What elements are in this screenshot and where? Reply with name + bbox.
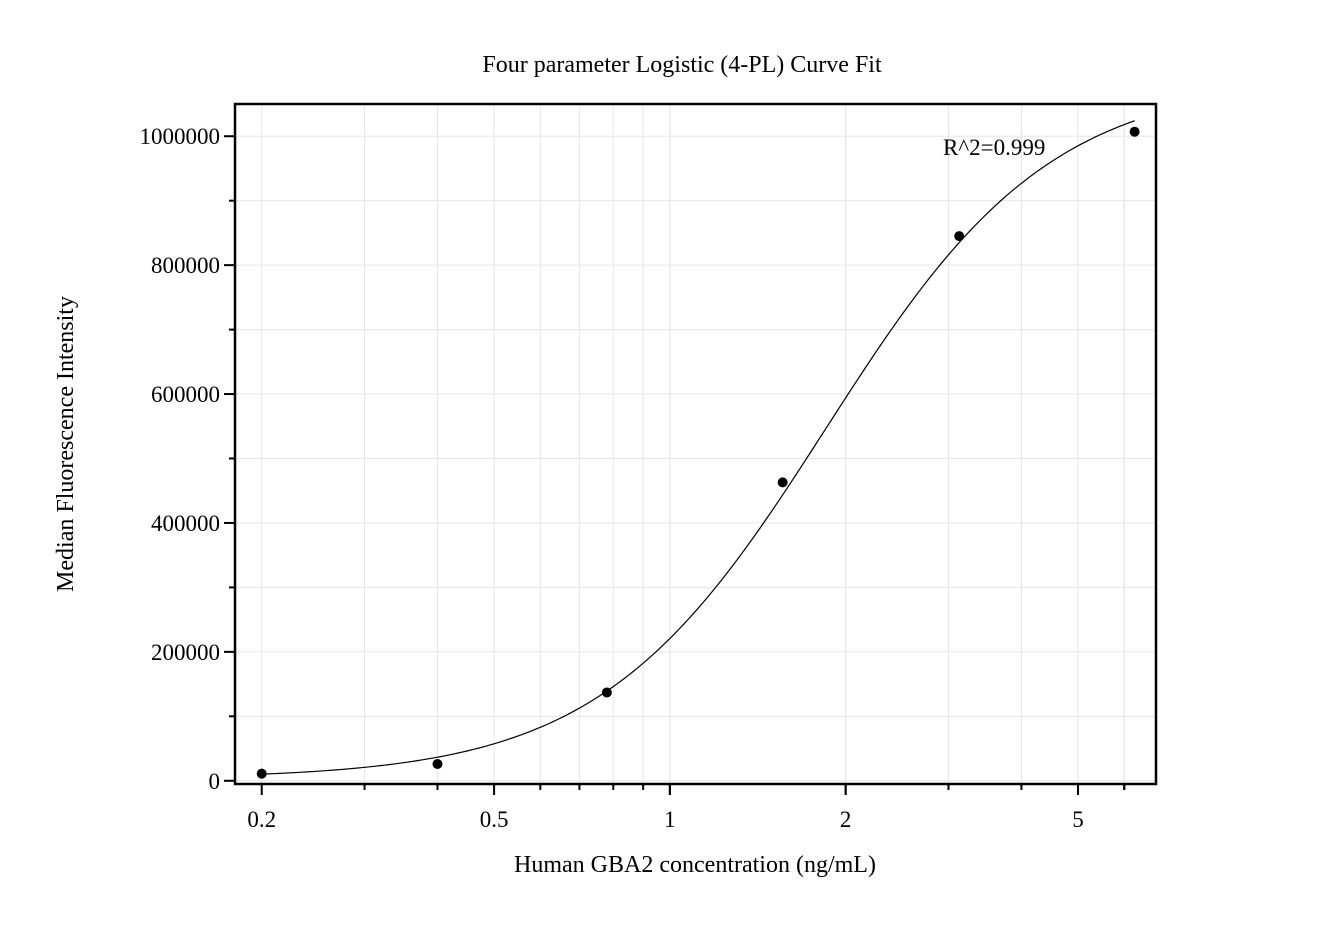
y-tick-label: 400000: [151, 511, 220, 536]
x-tick-label: 0.2: [247, 807, 276, 832]
data-point: [256, 768, 267, 779]
chart-title: Four parameter Logistic (4-PL) Curve Fit: [482, 52, 882, 78]
grid: [235, 104, 1156, 784]
x-axis-ticks: 0.2 0.5 1 2 5: [247, 784, 1126, 832]
y-tick-label: 1000000: [140, 124, 221, 149]
y-axis-ticks: 0 200000 400000 600000 800000 1000000: [140, 124, 235, 794]
data-point: [601, 687, 612, 698]
y-tick-label: 600000: [151, 382, 220, 407]
y-tick-label: 800000: [151, 253, 220, 278]
y-axis-label: Median Fluorescence Intensity: [53, 296, 79, 592]
y-tick-label: 200000: [151, 640, 220, 665]
r-squared-annotation: R^2=0.999: [943, 135, 1045, 160]
fit-curve-layer: [261, 120, 1135, 775]
data-points: [256, 126, 1140, 779]
data-point: [432, 759, 443, 770]
x-tick-label: 2: [840, 807, 852, 832]
fit-curve: [261, 120, 1135, 775]
x-tick-label: 5: [1072, 807, 1084, 832]
x-tick-label: 0.5: [480, 807, 509, 832]
x-axis-label: Human GBA2 concentration (ng/mL): [514, 852, 876, 878]
x-tick-label: 1: [664, 807, 676, 832]
data-point: [777, 477, 788, 488]
plot-frame: [233, 102, 1158, 786]
data-point: [1129, 126, 1140, 137]
data-point: [954, 231, 965, 242]
y-tick-label: 0: [209, 769, 221, 794]
